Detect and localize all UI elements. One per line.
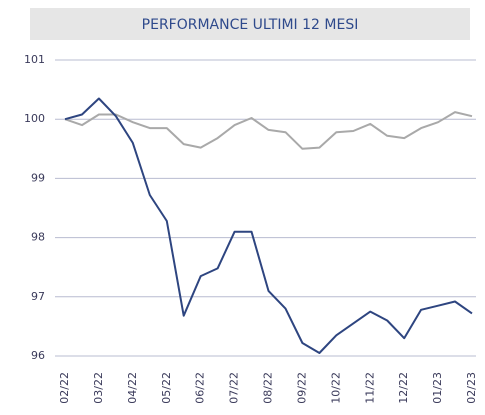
x-tick-label: 11/22 bbox=[363, 372, 376, 404]
title-bar bbox=[30, 8, 470, 40]
x-tick-label: 01/23 bbox=[431, 372, 444, 404]
chart-title: PERFORMANCE ULTIMI 12 MESI bbox=[142, 17, 359, 33]
x-tick-label: 07/22 bbox=[228, 372, 241, 404]
x-tick-label: 05/22 bbox=[160, 372, 173, 404]
x-tick-label: 10/22 bbox=[329, 372, 342, 404]
y-tick-label: 100 bbox=[24, 112, 45, 125]
x-tick-label: 09/22 bbox=[295, 372, 308, 404]
x-tick-label: 02/23 bbox=[465, 372, 478, 404]
x-tick-label: 02/22 bbox=[58, 372, 71, 404]
y-tick-label: 101 bbox=[24, 53, 45, 66]
line-series bbox=[64, 97, 473, 354]
x-tick-label: 06/22 bbox=[194, 372, 207, 404]
y-tick-label: 98 bbox=[31, 231, 45, 244]
y-tick-label: 97 bbox=[31, 290, 45, 303]
x-tick-label: 03/22 bbox=[92, 372, 105, 404]
x-tick-label: 08/22 bbox=[262, 372, 275, 404]
y-tick-label: 96 bbox=[31, 349, 45, 362]
x-tick-label: 12/22 bbox=[397, 372, 410, 404]
x-tick-label: 04/22 bbox=[126, 372, 139, 404]
y-tick-label: 99 bbox=[31, 171, 45, 184]
line-series bbox=[64, 111, 473, 150]
